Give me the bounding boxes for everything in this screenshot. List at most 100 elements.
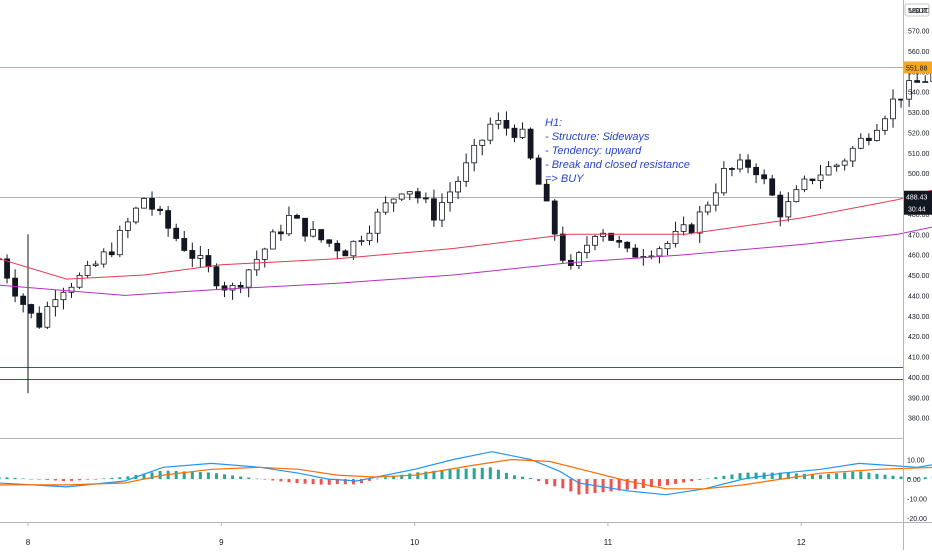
candle-body (166, 211, 171, 229)
resistance-price-label: 551.88 (906, 65, 928, 72)
histogram-bar (118, 477, 121, 479)
oscillator-tick-label: 0.00 (907, 477, 921, 484)
price-tick-label: 450.00 (908, 273, 930, 280)
candle-body (746, 160, 751, 167)
candle-body (254, 259, 259, 269)
candle-body (544, 184, 549, 201)
candle-body (770, 179, 775, 195)
candle-body (150, 198, 155, 209)
price-tick-label: 500.00 (908, 171, 930, 178)
histogram-bar (537, 479, 540, 481)
histogram-bar (755, 473, 758, 479)
histogram-bar (0, 477, 1, 479)
candle-body (657, 249, 662, 256)
histogram-bar (199, 472, 202, 479)
oscillator-tick-label: -20.00 (907, 516, 927, 523)
histogram-bar (924, 477, 927, 479)
histogram-bar (803, 474, 806, 479)
candle-body (576, 253, 581, 266)
histogram-bar (690, 479, 693, 481)
histogram-bar (851, 472, 854, 479)
currency-label: USDT (909, 8, 929, 15)
histogram-bar (545, 479, 548, 484)
candle-body (633, 248, 638, 257)
histogram-bar (682, 479, 685, 482)
candle-body (778, 195, 783, 217)
price-tick-label: 440.00 (908, 293, 930, 300)
histogram-bar (38, 479, 41, 480)
candle-body (335, 243, 340, 251)
oscillator-line2 (0, 460, 932, 505)
candle-body (681, 225, 686, 232)
candle-body (697, 212, 702, 233)
histogram-bar (827, 474, 830, 479)
histogram-bar (738, 473, 741, 479)
price-tick-label: 510.00 (908, 151, 930, 158)
candle-body (278, 232, 283, 234)
candle-body (528, 129, 533, 158)
candle-body (504, 120, 509, 128)
candle-body (673, 231, 678, 243)
histogram-bar (54, 479, 57, 480)
time-tick-label: 8 (26, 538, 31, 547)
candle-body (53, 300, 58, 307)
candle-body (327, 240, 332, 243)
candle-body (270, 232, 275, 249)
candle-body (802, 179, 807, 190)
candle-body (705, 205, 710, 212)
annotation-line-4: => BUY (545, 173, 584, 185)
price-tick-label: 430.00 (908, 314, 930, 321)
histogram-bar (384, 477, 387, 479)
price-tick-label: 400.00 (908, 375, 930, 382)
moving-average-1 (0, 183, 932, 295)
histogram-bar (465, 469, 468, 479)
candle-body (439, 203, 444, 220)
histogram-bar (714, 477, 717, 479)
price-tick-label: 410.00 (908, 355, 930, 362)
time-tick-label: 12 (797, 538, 806, 547)
candle-body (552, 201, 557, 234)
histogram-bar (610, 479, 613, 491)
candle-body (367, 233, 372, 240)
histogram-bar (569, 479, 572, 491)
candle-body (923, 82, 928, 83)
time-tick-label: 11 (604, 538, 613, 547)
price-tick-label: 560.00 (908, 49, 930, 56)
candle-body (488, 124, 493, 140)
candle-body (13, 278, 18, 296)
candle-body (834, 165, 839, 166)
candle-body (77, 275, 82, 287)
candle-body (882, 119, 887, 131)
candle-body (520, 129, 525, 137)
histogram-bar (883, 475, 886, 479)
price-tick-label: 540.00 (908, 90, 930, 97)
histogram-bar (835, 473, 838, 479)
histogram-bar (658, 479, 661, 486)
candle-body (85, 265, 90, 275)
candle-body (729, 168, 734, 169)
candle-body (560, 234, 565, 260)
candle-body (45, 307, 50, 328)
candle-body (399, 194, 404, 199)
candle-body (359, 241, 364, 242)
histogram-bar (22, 478, 25, 479)
histogram-bar (440, 470, 443, 479)
histogram-bar (78, 479, 81, 480)
histogram-bar (489, 467, 492, 479)
candle-body (158, 209, 163, 210)
candle-body (190, 250, 195, 258)
candle-body (351, 241, 356, 256)
price-tick-label: 390.00 (908, 395, 930, 402)
histogram-bar (320, 479, 323, 485)
candle-body (125, 222, 130, 230)
candle-body (625, 242, 630, 248)
oscillator-tick-label: -10.00 (907, 497, 927, 504)
candle-body (319, 230, 324, 240)
candle-body (407, 192, 412, 194)
candle-body (423, 198, 428, 199)
histogram-bar (698, 479, 701, 480)
histogram-bar (666, 479, 669, 485)
candle-body (858, 138, 863, 148)
